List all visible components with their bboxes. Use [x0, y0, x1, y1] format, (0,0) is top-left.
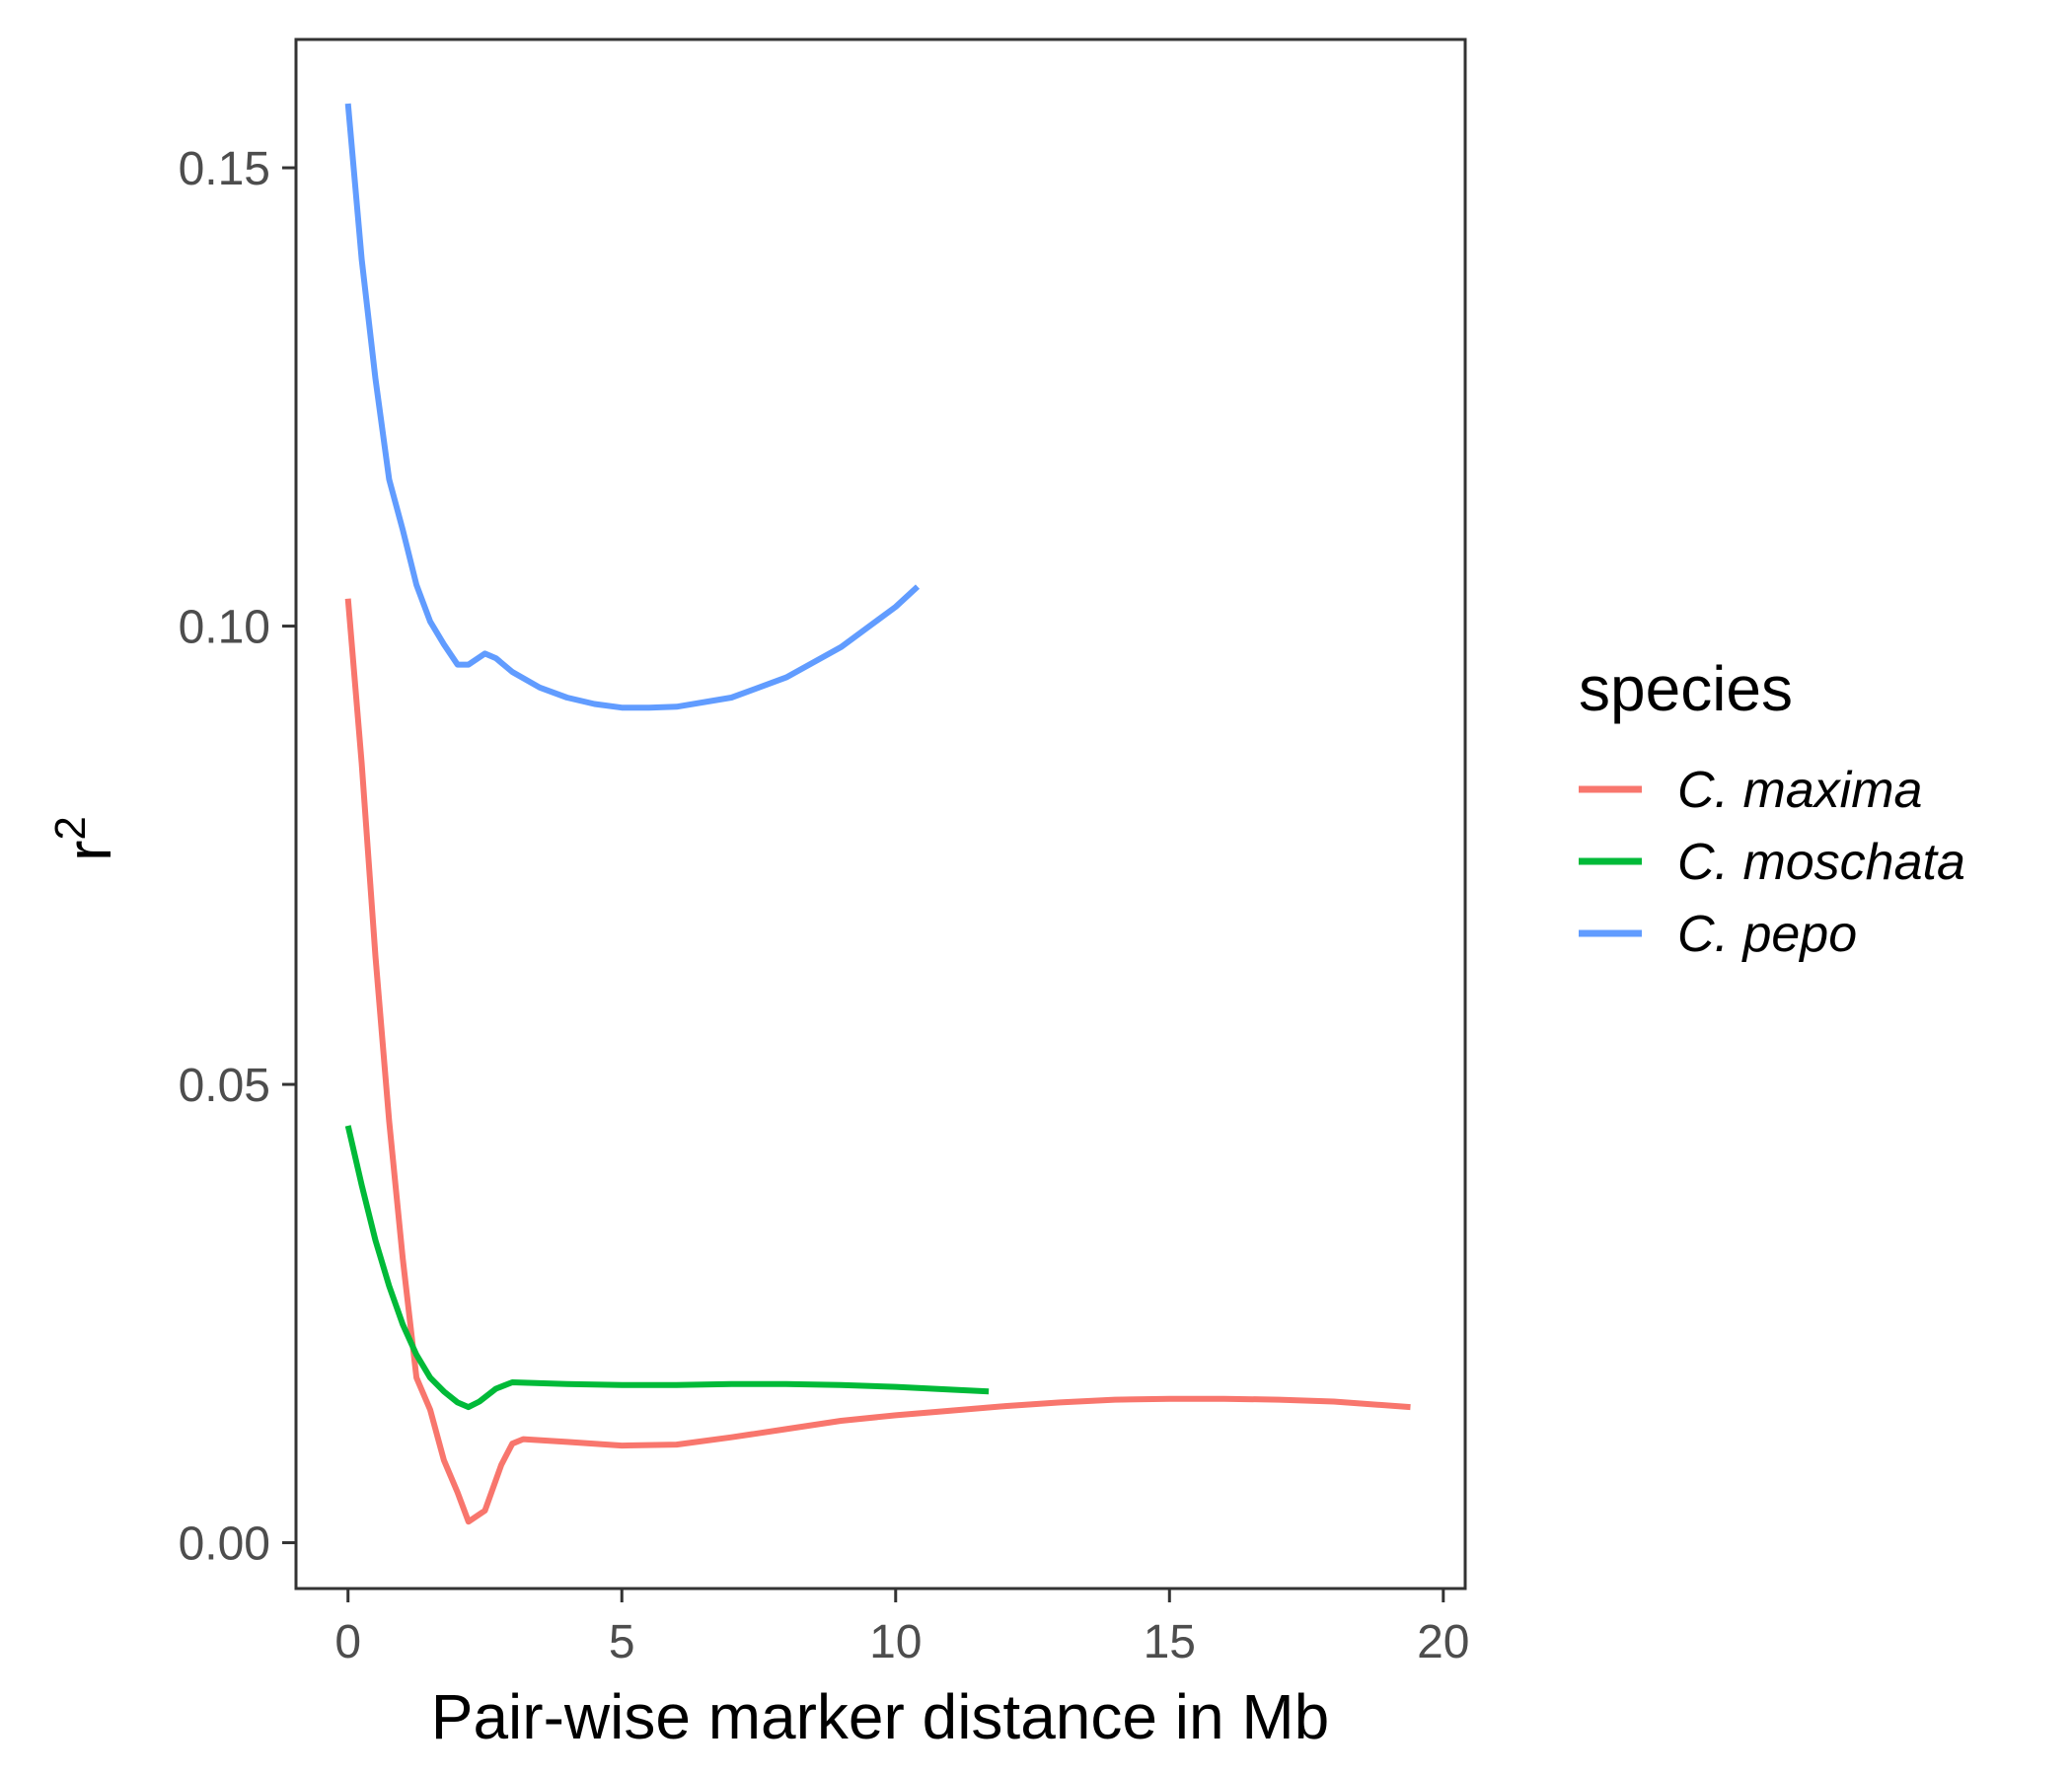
- y-axis-title: r2: [46, 816, 124, 861]
- y-axis-title-base: r: [53, 841, 124, 861]
- y-axis: 0.00 0.05 0.10 0.15: [179, 143, 296, 1571]
- x-axis-title: Pair-wise marker distance in Mb: [431, 1681, 1330, 1752]
- y-tick-label: 0.00: [179, 1518, 270, 1571]
- series-line-c-pepo: [344, 103, 921, 711]
- legend: species C. maxima C. moschata C. pepo: [1579, 653, 1965, 963]
- legend-label-c-pepo: C. pepo: [1677, 906, 1857, 963]
- y-tick-label: 0.10: [179, 602, 270, 654]
- plot-panel: [294, 37, 1467, 1591]
- legend-title: species: [1579, 653, 1793, 724]
- x-axis: 0 5 10 15 20: [334, 1589, 1469, 1668]
- y-axis-title-superscript: 2: [46, 816, 95, 840]
- x-tick-label: 20: [1417, 1616, 1469, 1668]
- series-line-c-maxima: [344, 598, 1411, 1525]
- y-tick-label: 0.15: [179, 143, 270, 195]
- legend-label-c-maxima: C. maxima: [1677, 762, 1922, 819]
- series-line-c-moschata: [344, 1125, 990, 1411]
- y-tick-label: 0.05: [179, 1060, 270, 1112]
- legend-items: C. maxima C. moschata C. pepo: [1579, 762, 1965, 963]
- series-layer: [344, 103, 1411, 1525]
- x-tick-label: 0: [334, 1616, 361, 1668]
- x-tick-label: 5: [609, 1616, 635, 1668]
- x-tick-label: 15: [1144, 1616, 1196, 1668]
- legend-label-c-moschata: C. moschata: [1677, 834, 1965, 891]
- svg-text:r2: r2: [46, 816, 124, 861]
- x-tick-label: 10: [869, 1616, 922, 1668]
